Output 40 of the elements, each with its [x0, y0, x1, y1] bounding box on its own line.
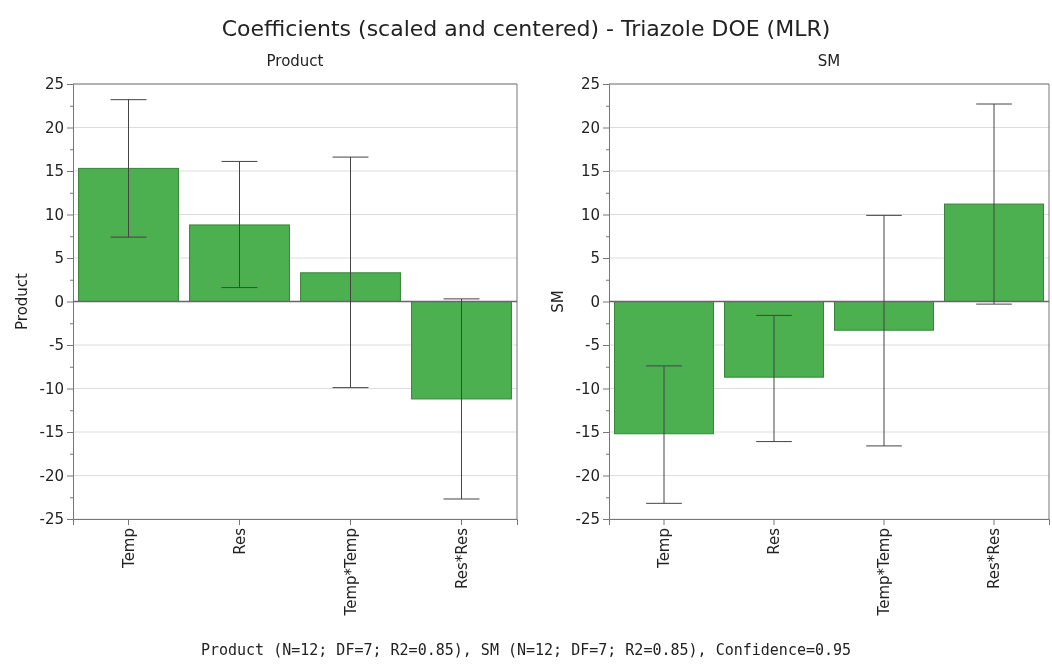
x-tick-label: Temp	[119, 528, 138, 569]
x-tick-label: Res*Res	[985, 527, 1004, 590]
y-tick-label: 10	[44, 205, 64, 224]
y-tick-label: 5	[54, 249, 64, 268]
y-tick-label: 20	[580, 118, 600, 137]
y-tick-label: -5	[49, 336, 64, 355]
y-tick-label: -25	[575, 510, 600, 529]
y-tick-label: -10	[575, 379, 600, 398]
x-tick-label: Res	[230, 527, 249, 555]
bar	[411, 301, 512, 400]
bar	[300, 272, 401, 302]
y-tick-label: -15	[575, 423, 600, 442]
x-tick-label: Res*Res	[452, 527, 471, 590]
chart-title: Coefficients (scaled and centered) - Triazole DOE (MLR)	[221, 16, 831, 41]
y-axis-title: SM	[549, 290, 567, 313]
chart-subtitle: Product	[266, 52, 324, 70]
y-tick-label: 10	[580, 205, 600, 224]
y-tick-label: -20	[575, 466, 600, 485]
y-tick-label: 25	[580, 75, 600, 94]
bar	[78, 167, 179, 302]
text: Product (N=12; DF=7; R2=0.85), SM (N=12; DF=7; R2=0.85), Confidence=0.95	[200, 641, 852, 659]
y-tick-label: 5	[590, 249, 600, 268]
y-tick-label: 20	[44, 118, 64, 137]
y-tick-label: 0	[590, 292, 600, 311]
y-tick-label: -20	[39, 466, 64, 485]
y-tick-label: -15	[39, 423, 64, 442]
y-tick-label: 15	[44, 162, 64, 181]
x-tick-label: Temp	[655, 528, 674, 569]
y-tick-label: -25	[39, 510, 64, 529]
x-tick-label: Res	[765, 527, 784, 555]
y-tick-label: 15	[580, 162, 600, 181]
x-tick-label: Temp*Temp	[341, 528, 360, 617]
y-tick-label: 0	[54, 292, 64, 311]
y-axis-title: Product	[13, 272, 31, 330]
x-tick-label: Temp*Temp	[875, 528, 894, 617]
bar	[189, 224, 290, 302]
y-tick-label: -10	[39, 379, 64, 398]
y-tick-label: 25	[44, 75, 64, 94]
y-tick-label: -5	[585, 336, 600, 355]
chart-subtitle: SM	[817, 52, 841, 70]
